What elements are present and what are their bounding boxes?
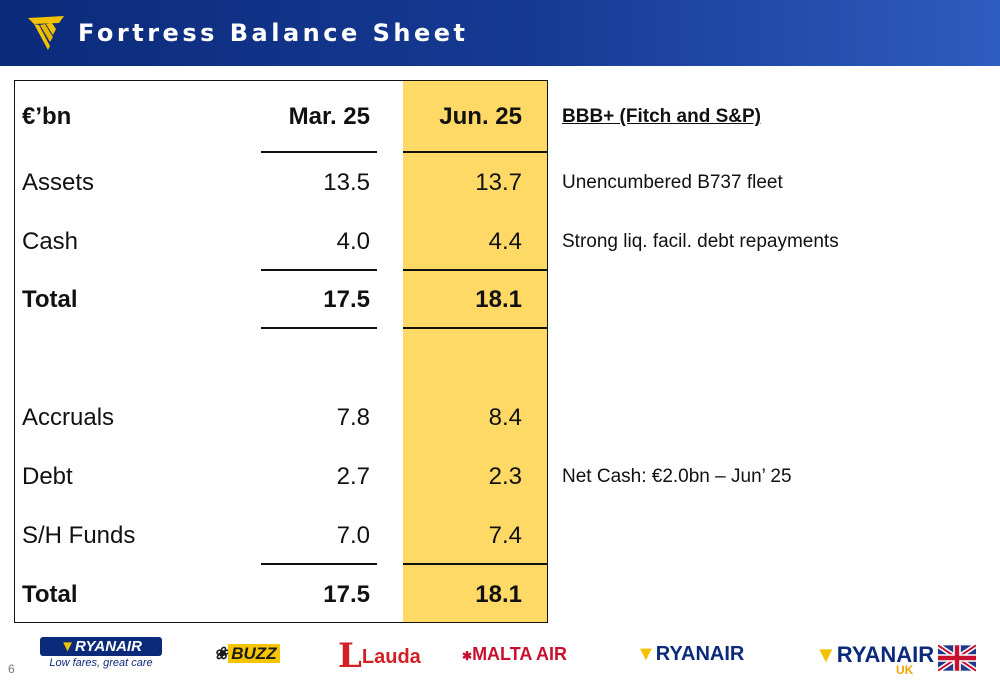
row-value-jun: 18.1 — [475, 286, 522, 313]
column-header-jun: Jun. 25 — [439, 103, 522, 130]
page-number: 6 — [8, 662, 15, 676]
table-rule — [261, 563, 377, 565]
ryanair-harp-icon: ▼ — [636, 643, 656, 665]
uk-label: UK — [896, 663, 914, 677]
row-label: Cash — [22, 228, 79, 255]
ryanair-logo: ▼RYANAIR — [636, 643, 745, 665]
row-label: Total — [22, 581, 78, 608]
table-rule — [403, 269, 547, 271]
ryanair-harp-icon: ▼ — [815, 642, 837, 667]
liquidity-note: Strong liq. facil. debt repayments — [562, 231, 839, 252]
table-rule — [403, 327, 547, 329]
column-header-mar: Mar. 25 — [288, 103, 370, 130]
row-label: S/H Funds — [22, 522, 136, 549]
row-label: Debt — [22, 463, 73, 490]
row-value-mar: 17.5 — [323, 581, 370, 608]
ryanair-main-logo: ▼RYANAIR Low fares, great care — [40, 637, 162, 673]
row-value-mar: 13.5 — [323, 169, 370, 196]
bee-icon: ❀ — [214, 644, 229, 663]
table-rule — [261, 327, 377, 329]
table-rule — [261, 151, 377, 153]
page-title: Fortress Balance Sheet — [78, 19, 469, 47]
buzz-logo: ❀ BUZZ — [214, 644, 280, 664]
row-value-mar: 7.8 — [336, 404, 370, 431]
jun-column-highlight — [403, 81, 547, 622]
table-rule — [261, 269, 377, 271]
column-header-unit: €’bn — [22, 103, 72, 130]
fleet-note: Unencumbered B737 fleet — [562, 172, 783, 193]
row-value-jun: 2.3 — [488, 463, 522, 490]
net-cash-note: Net Cash: €2.0bn – Jun’ 25 — [562, 466, 792, 487]
malta-air-logo: ✱MALTA AIR — [462, 644, 568, 664]
row-value-jun: 13.7 — [475, 169, 522, 196]
union-jack-icon — [938, 644, 976, 672]
balance-sheet-table — [14, 80, 548, 623]
row-label: Assets — [22, 169, 95, 196]
lauda-logo: LLauda — [338, 636, 421, 676]
table-rule — [403, 563, 547, 565]
row-value-jun: 4.4 — [488, 228, 522, 255]
row-value-mar: 17.5 — [323, 286, 370, 313]
row-value-mar: 2.7 — [336, 463, 370, 490]
table-rule — [403, 151, 547, 153]
row-value-jun: 8.4 — [488, 404, 522, 431]
ryanair-uk-logo: ▼RYANAIR — [815, 642, 935, 667]
row-value-mar: 7.0 — [336, 522, 370, 549]
row-value-mar: 4.0 — [336, 228, 370, 255]
row-label: Total — [22, 286, 78, 313]
header-banner: Fortress Balance Sheet — [0, 0, 1000, 66]
row-value-jun: 7.4 — [488, 522, 522, 549]
ryanair-harp-icon — [28, 16, 64, 50]
row-value-jun: 18.1 — [475, 581, 522, 608]
row-label: Accruals — [22, 404, 115, 431]
maltese-cross-icon: ✱ — [462, 649, 473, 663]
rating-note: BBB+ (Fitch and S&P) — [562, 106, 761, 127]
